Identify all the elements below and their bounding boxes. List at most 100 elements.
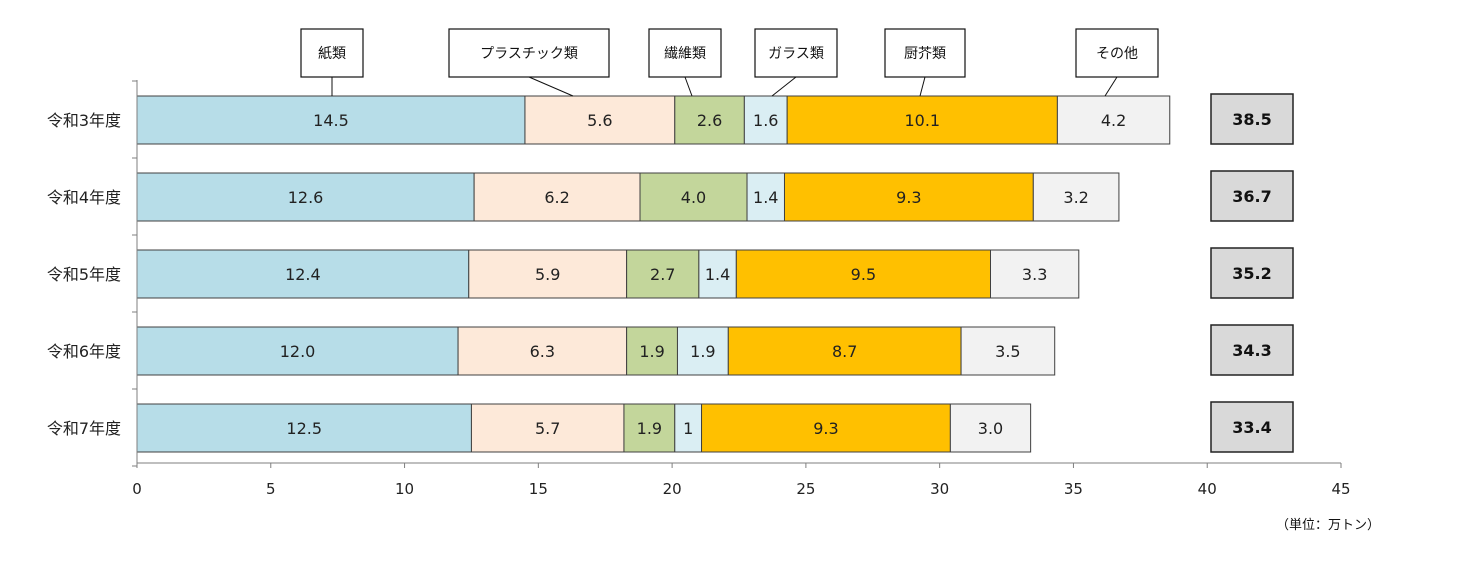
bar-segment [136,95,526,145]
total-value: 33.4 [1232,418,1271,437]
category-label: 令和7年度 [47,419,121,438]
total-box [1210,324,1294,376]
bars-layer: 14.5 5.6 2.6 1.6 10.1 4.2 12.6 6.2 4.0 1.4 9.3 3.2 1… [136,95,1171,453]
bar-segment [746,172,785,222]
x-tick-label: 15 [529,480,548,498]
bar-segment [786,95,1058,145]
total-value: 34.3 [1232,341,1271,360]
x-tick-label: 45 [1331,480,1350,498]
legend-entry: 紙類 [318,46,346,62]
total-box [1210,247,1294,299]
data-label: 1.4 [753,188,778,207]
data-label: 3.5 [995,342,1020,361]
total-value: 38.5 [1232,110,1271,129]
data-label: 4.2 [1101,111,1126,130]
data-label: 2.6 [697,111,722,130]
total-box [1210,170,1294,222]
x-axis: 0 5 10 15 20 25 30 35 40 45 [132,80,1351,498]
legend-callouts: 紙類 プラスチック類 繊維類 ガラス類 厨芥類 その他 [300,28,1159,97]
data-label: 5.9 [535,265,560,284]
x-tick-label: 40 [1198,480,1217,498]
bar-segment [468,249,628,299]
data-label: 6.3 [530,342,555,361]
x-tick-label: 5 [266,480,276,498]
legend-box [648,28,722,78]
legend-entry: 厨芥類 [904,46,946,62]
bar-segment [990,249,1080,299]
bar-segment [674,95,745,145]
bar-segment [676,326,729,376]
legend-entry: ガラス類 [768,46,824,62]
bar-segment [457,326,628,376]
data-label: 12.4 [285,265,321,284]
data-label: 1.9 [690,342,715,361]
legend-entry: プラスチック類 [480,46,578,62]
bar-segment [136,403,472,453]
data-label: 3.3 [1022,265,1047,284]
bar-segment [701,403,951,453]
bar-segment [639,172,748,222]
data-label: 9.3 [813,419,838,438]
x-tick-label: 30 [930,480,949,498]
legend-box [300,28,364,78]
legend-box [884,28,966,78]
data-label: 3.0 [978,419,1003,438]
data-label: 1 [683,419,693,438]
unit-label: （単位：万トン） [1276,517,1380,533]
bar-segment [960,326,1056,376]
data-label: 1.9 [637,419,662,438]
x-tick-label: 10 [395,480,414,498]
bar-segment [698,249,737,299]
bar-segment [136,326,459,376]
legend-pointer [528,76,574,97]
x-tick-label: 35 [1064,480,1083,498]
bar-segment [473,172,641,222]
bar-segment [623,403,676,453]
bar-segment [949,403,1032,453]
x-tick-label: 0 [132,480,142,498]
bar-segment [674,403,703,453]
legend-entry: 繊維類 [664,46,706,62]
legend-box [1075,28,1159,78]
legend-pointer [684,76,693,97]
total-value: 35.2 [1232,264,1271,283]
data-label: 10.1 [904,111,940,130]
x-tick-label: 25 [796,480,815,498]
data-label: 1.9 [639,342,664,361]
data-label: 6.2 [544,188,569,207]
bar-segment [1056,95,1171,145]
legend-pointer [1104,76,1118,97]
legend-box [448,28,610,78]
bar-segment [524,95,676,145]
data-label: 3.2 [1063,188,1088,207]
data-label: 9.5 [851,265,876,284]
data-label: 5.7 [535,419,560,438]
legend-box [754,28,838,78]
data-label: 2.7 [650,265,675,284]
data-label: 1.4 [705,265,730,284]
data-label: 9.3 [896,188,921,207]
x-tick-label: 20 [663,480,682,498]
data-label: 1.6 [753,111,778,130]
data-label: 4.0 [681,188,706,207]
total-boxes: 38.5 36.7 35.2 34.3 33.4 [1210,93,1294,453]
data-label: 5.6 [587,111,612,130]
legend-entry: その他 [1096,46,1138,62]
bar-segment [136,172,475,222]
data-label: 12.0 [280,342,316,361]
data-label: 14.5 [313,111,349,130]
bar-segment [626,326,678,376]
bar-segment [136,249,470,299]
category-label: 令和4年度 [47,188,121,207]
data-label: 12.5 [286,419,322,438]
data-label: 8.7 [832,342,857,361]
data-label: 12.6 [288,188,324,207]
total-box [1210,93,1294,145]
total-box [1210,401,1294,453]
category-label: 令和6年度 [47,342,121,361]
legend-pointer [919,76,926,97]
legend-pointer [771,76,797,97]
bar-segment [727,326,962,376]
